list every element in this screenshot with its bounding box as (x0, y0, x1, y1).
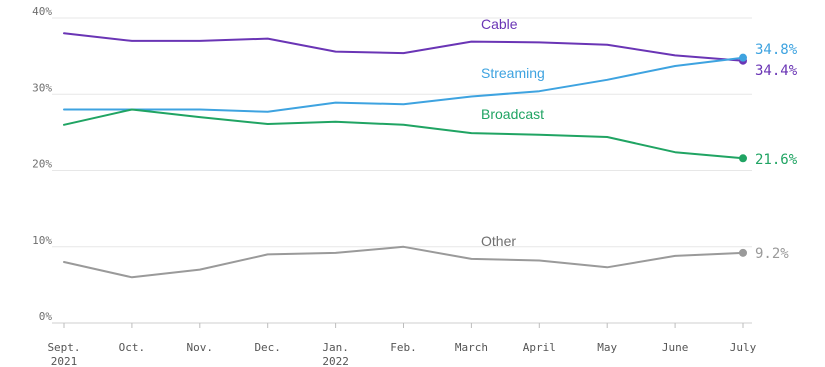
x-tick-label: Nov. (187, 341, 214, 354)
series-line-broadcast (63, 108, 744, 160)
end-value-label-other: 9.2% (755, 246, 789, 262)
series-line-streaming (63, 56, 744, 113)
x-tick-label: April (523, 341, 556, 354)
end-value-label-streaming: 34.8% (755, 42, 798, 58)
grid-lines (52, 17, 752, 324)
series-label-cable: Cable (481, 16, 518, 32)
y-tick-label: 40% (32, 5, 52, 18)
end-point-streaming (739, 53, 747, 62)
series-label-broadcast: Broadcast (481, 106, 544, 122)
x-tick-label: Jan. (322, 341, 349, 354)
y-tick-label: 0% (39, 310, 53, 323)
end-value-label-cable: 34.4% (755, 63, 798, 79)
x-tick-sublabel: 2021 (51, 355, 78, 367)
series-line-other (63, 245, 744, 279)
series-label-other: Other (481, 233, 516, 249)
x-tick-label: March (455, 341, 488, 354)
x-tick-label: July (730, 341, 757, 354)
end-value-label-broadcast: 21.6% (755, 152, 798, 168)
x-tick-sublabel: 2022 (322, 355, 349, 367)
axes: 0% 10% 20% 30% 40% Sept.2021 Oct. Nov. Dec. Jan.2… (32, 5, 756, 367)
x-tick-label: May (597, 341, 617, 354)
series-label-streaming: Streaming (481, 65, 545, 81)
end-point-other (739, 248, 747, 257)
end-point-broadcast (739, 154, 747, 163)
y-tick-label: 20% (32, 158, 52, 171)
series-lines (63, 32, 747, 279)
y-tick-label: 30% (32, 81, 52, 94)
x-tick-label: Dec. (254, 341, 281, 354)
x-tick-label: Oct. (119, 341, 146, 354)
x-tick-label: Feb. (390, 341, 417, 354)
x-tick-label: Sept. (47, 341, 80, 354)
labels: Cable 34.4% Streaming 34.8% Broadcast 21.6% Ot… (481, 16, 798, 262)
x-tick-label: June (662, 341, 689, 354)
series-line-cable (63, 32, 744, 62)
y-tick-label: 10% (32, 234, 52, 247)
